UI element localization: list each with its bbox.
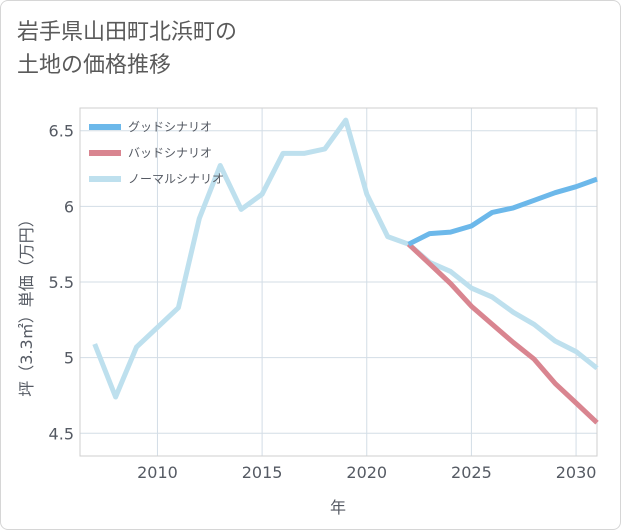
plot-border [79,107,598,457]
x-tick-label: 2020 [346,463,387,482]
legend-label: グッドシナリオ [128,120,212,134]
y-axis-label: 坪（3.3㎡）単価（万円） [17,211,36,396]
y-tick-label: 5.5 [49,273,74,292]
chart-title: 岩手県山田町北浜町の 土地の価格推移 [17,20,238,78]
grid [80,108,597,456]
series-normal-line [92,117,599,400]
y-tick-label: 6.5 [49,122,74,141]
x-tick-label: 2025 [451,463,492,482]
tick-labels: 2010 2015 2020 2025 2030 4.5 5 5.5 6 6.5 [49,122,597,482]
y-tick-label: 6 [64,197,74,216]
x-tick-label: 2010 [137,463,178,482]
series-good-line [407,176,598,247]
x-axis-label: 年 [330,498,346,517]
y-tick-label: 4.5 [49,424,74,443]
x-tick-label: 2015 [242,463,283,482]
y-tick-label: 5 [64,349,74,368]
legend-label: バッドシナリオ [128,146,212,160]
x-tick-label: 2030 [556,463,597,482]
series-bad-line [406,242,599,425]
legend-label: ノーマルシナリオ [128,172,224,186]
series-layer [92,117,599,425]
